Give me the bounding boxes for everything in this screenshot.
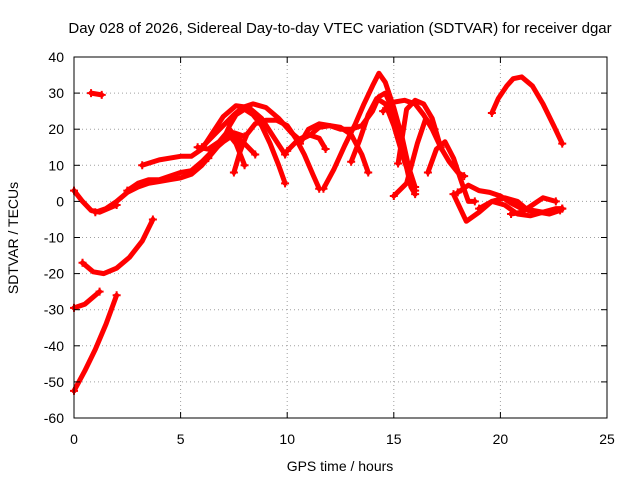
x-tick-label: 20 xyxy=(493,431,509,447)
y-tick-label: -20 xyxy=(44,266,64,282)
series-point-marker xyxy=(204,154,213,163)
chart-title: Day 028 of 2026, Sidereal Day-to-day VTE… xyxy=(68,20,611,37)
series-line-arc-17 xyxy=(348,96,418,194)
series-point-marker xyxy=(295,139,304,148)
series-point-marker xyxy=(558,139,567,148)
y-axis-ticks: -60 -50 -40 -30 -20 -10 0 10 20 30 40 xyxy=(44,49,607,426)
y-tick-label: 10 xyxy=(48,157,64,173)
series-point-marker xyxy=(95,287,104,296)
series-point-marker xyxy=(197,143,206,152)
x-axis-label: GPS time / hours xyxy=(287,458,394,474)
y-tick-label: -40 xyxy=(44,338,64,354)
series-point-marker xyxy=(251,150,260,159)
series-line-arc-12 xyxy=(220,106,288,186)
y-tick-label: -50 xyxy=(44,374,64,390)
series-point-marker xyxy=(551,197,560,206)
series-point-marker xyxy=(411,186,420,195)
series-line-arc-25 xyxy=(489,74,565,147)
series-point-marker xyxy=(78,258,87,267)
series-point-marker xyxy=(394,159,403,168)
x-tick-label: 10 xyxy=(279,431,295,447)
series-line-arc-24 xyxy=(476,195,563,217)
series-point-marker xyxy=(449,190,458,199)
y-tick-label: -10 xyxy=(44,230,64,246)
data-series xyxy=(70,70,567,395)
series-point-marker xyxy=(347,157,356,166)
series-line-arc-5 xyxy=(71,292,120,394)
series-point-marker xyxy=(379,107,388,116)
x-tick-label: 15 xyxy=(386,431,402,447)
x-axis-ticks: 0 5 10 15 20 25 xyxy=(70,57,615,447)
series-point-marker xyxy=(423,168,432,177)
y-tick-label: 30 xyxy=(48,85,64,101)
series-point-marker xyxy=(556,206,565,215)
plot-frame xyxy=(73,56,608,419)
series-point-marker xyxy=(138,161,147,170)
series-line-arc-20 xyxy=(395,97,444,166)
series-line-arc-21 xyxy=(425,139,478,204)
y-tick-label: 40 xyxy=(48,49,64,65)
series-line-arc-3 xyxy=(80,216,156,277)
y-tick-label: 20 xyxy=(48,121,64,137)
series-point-marker xyxy=(219,136,228,145)
series-point-marker xyxy=(507,210,516,219)
series-point-marker xyxy=(148,215,157,224)
series-point-marker xyxy=(319,184,328,193)
series-point-marker xyxy=(283,146,292,155)
x-tick-label: 0 xyxy=(70,431,78,447)
series-point-marker xyxy=(97,90,106,99)
series-line-arc-23 xyxy=(451,191,565,224)
series-line-arc-19 xyxy=(391,115,437,199)
y-tick-label: -30 xyxy=(44,302,64,318)
y-tick-label: -60 xyxy=(44,410,64,426)
series-point-marker xyxy=(321,145,330,154)
series-line-arc-14 xyxy=(284,132,329,154)
series-point-marker xyxy=(389,191,398,200)
series-point-marker xyxy=(240,161,249,170)
x-tick-label: 25 xyxy=(599,431,615,447)
series-line-arc-4 xyxy=(71,289,103,311)
series-point-marker xyxy=(91,208,100,217)
series-point-marker xyxy=(87,89,96,98)
series-point-marker xyxy=(487,108,496,117)
grid-lines xyxy=(74,57,607,418)
series-line-arc-13 xyxy=(231,117,322,192)
y-tick-label: 0 xyxy=(56,193,64,209)
series-point-marker xyxy=(475,204,484,213)
y-axis-label: SDTVAR / TECUs xyxy=(5,182,21,294)
series-point-marker xyxy=(364,168,373,177)
series-point-marker xyxy=(112,291,121,300)
series-line-arc-26 xyxy=(508,195,559,217)
x-tick-label: 5 xyxy=(177,431,185,447)
series-point-marker xyxy=(281,179,290,188)
series-point-marker xyxy=(229,168,238,177)
series-point-marker xyxy=(123,186,132,195)
series-point-marker xyxy=(470,197,479,206)
